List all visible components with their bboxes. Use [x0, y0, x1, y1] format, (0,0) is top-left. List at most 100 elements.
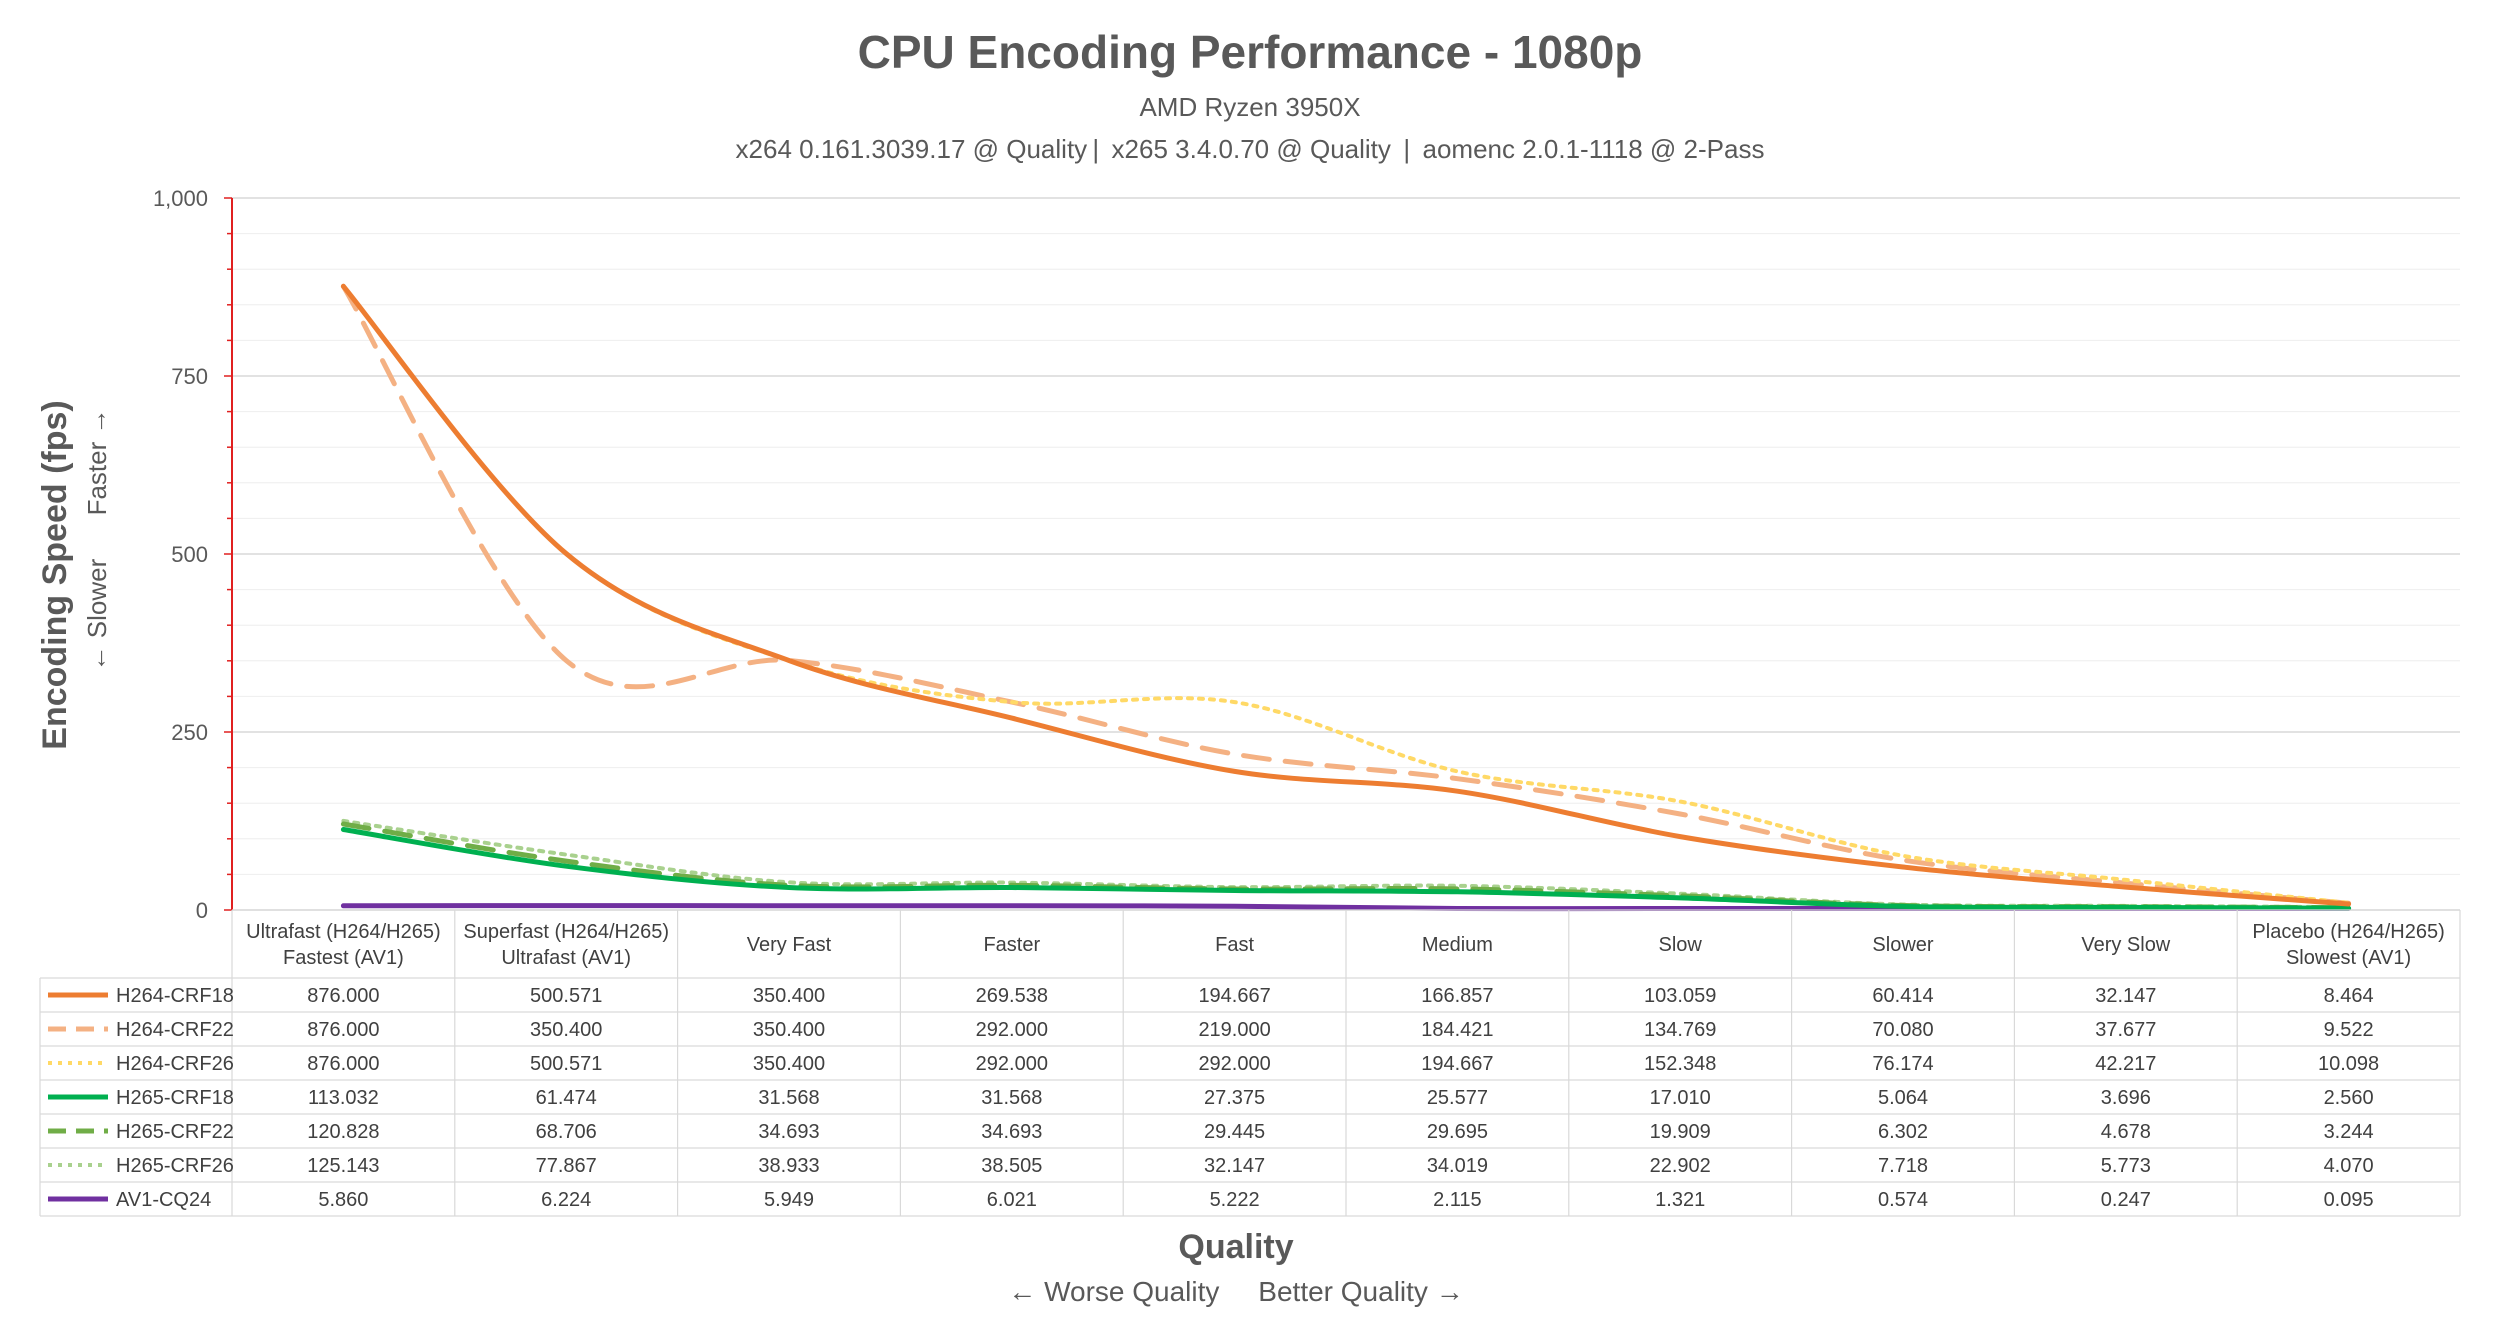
data-value: 184.421: [1421, 1019, 1493, 1041]
data-value: 29.695: [1427, 1121, 1488, 1143]
y-tick-label: 1,000: [153, 186, 208, 211]
data-value: 29.445: [1204, 1121, 1265, 1143]
category-label: Ultrafast (H264/H265): [246, 921, 441, 943]
data-value: 3.244: [2324, 1121, 2374, 1143]
series-line-h265-crf22: [340, 821, 2352, 911]
data-value: 4.070: [2324, 1155, 2374, 1177]
data-value: 32.147: [1204, 1155, 1265, 1177]
data-value: 9.522: [2324, 1019, 2374, 1041]
data-value: 1.321: [1655, 1189, 1705, 1211]
category-label: Ultrafast (AV1): [501, 947, 631, 969]
series-line-h265-crf26: [341, 818, 2351, 910]
data-value: 876.000: [307, 1019, 379, 1041]
data-value: 350.400: [753, 1053, 825, 1075]
series-name: H265-CRF22: [116, 1121, 234, 1143]
data-value: 6.224: [541, 1189, 591, 1211]
data-value: 350.400: [753, 985, 825, 1007]
series-name: H264-CRF26: [116, 1053, 234, 1075]
data-value: 292.000: [976, 1019, 1048, 1041]
data-value: 194.667: [1421, 1053, 1493, 1075]
data-value: 350.400: [753, 1019, 825, 1041]
y-tick-label: 500: [171, 542, 208, 567]
series-line-h264-crf22: [340, 283, 2352, 906]
data-value: 7.718: [1878, 1155, 1928, 1177]
category-label: Fastest (AV1): [283, 947, 404, 969]
data-value: 6.302: [1878, 1121, 1928, 1143]
data-value: 292.000: [976, 1053, 1048, 1075]
y-axis-subtitle: ← Slower Faster →: [82, 409, 112, 672]
series-line-h265-crf18: [340, 827, 2352, 911]
data-value: 876.000: [307, 985, 379, 1007]
series-name: H264-CRF22: [116, 1019, 234, 1041]
data-value: 31.568: [758, 1087, 819, 1109]
data-value: 292.000: [1198, 1053, 1270, 1075]
series-name: H265-CRF18: [116, 1087, 234, 1109]
y-tick-label: 750: [171, 364, 208, 389]
data-value: 5.773: [2101, 1155, 2151, 1177]
data-value: 34.019: [1427, 1155, 1488, 1177]
data-value: 2.560: [2324, 1087, 2374, 1109]
x-axis-subtitle: ← Worse Quality Better Quality →: [1008, 1276, 1463, 1307]
gridlines: [232, 197, 2460, 911]
data-table: Ultrafast (H264/H265) Fastest (AV1) Superf…: [39, 909, 2461, 1217]
data-value: 5.064: [1878, 1087, 1928, 1109]
data-value: 17.010: [1650, 1087, 1711, 1109]
data-value: 22.902: [1650, 1155, 1711, 1177]
data-value: 6.021: [987, 1189, 1037, 1211]
category-label: Slow: [1659, 934, 1703, 956]
data-value: 113.032: [308, 1087, 379, 1109]
data-value: 0.247: [2101, 1189, 2151, 1211]
category-label: Very Fast: [747, 934, 832, 956]
data-value: 8.464: [2324, 985, 2374, 1007]
data-value: 876.000: [307, 1053, 379, 1075]
data-value: 60.414: [1872, 985, 1933, 1007]
series-name: H265-CRF26: [116, 1155, 234, 1177]
data-value: 152.348: [1644, 1053, 1716, 1075]
category-label: Medium: [1422, 934, 1493, 956]
data-value: 77.867: [536, 1155, 597, 1177]
series-name: H264-CRF18: [116, 985, 234, 1007]
chart-subtitle-versions: x264 0.161.3039.17 @ Quality | x265 3.4.…: [736, 134, 1765, 164]
data-value: 5.860: [318, 1189, 368, 1211]
data-value: 38.933: [758, 1155, 819, 1177]
data-value: 134.769: [1644, 1019, 1716, 1041]
data-value: 5.222: [1210, 1189, 1260, 1211]
y-axis-title: Encoding Speed (fps): [36, 400, 74, 749]
series-line-h264-crf26: [341, 284, 2351, 905]
category-label: Slower: [1872, 934, 1933, 956]
data-value: 34.693: [981, 1121, 1042, 1143]
data-value: 166.857: [1421, 985, 1493, 1007]
x-axis-title: Quality: [1178, 1228, 1293, 1266]
y-tick-label: 0: [196, 898, 208, 923]
data-value: 38.505: [981, 1155, 1042, 1177]
data-value: 34.693: [758, 1121, 819, 1143]
category-label: Slowest (AV1): [2286, 947, 2411, 969]
data-value: 37.677: [2095, 1019, 2156, 1041]
data-value: 32.147: [2095, 985, 2156, 1007]
data-value: 500.571: [530, 985, 602, 1007]
data-value: 2.115: [1433, 1189, 1482, 1211]
chart-title: CPU Encoding Performance - 1080p: [858, 26, 1643, 78]
category-label: Superfast (H264/H265): [463, 921, 669, 943]
data-value: 500.571: [530, 1053, 602, 1075]
chart-subtitle: AMD Ryzen 3950X: [1139, 92, 1360, 122]
y-axis: 0 250 500 750 1,000: [153, 186, 233, 923]
series-name: AV1-CQ24: [116, 1189, 211, 1211]
series-line-h264-crf18: [340, 283, 2352, 907]
y-tick-label: 250: [171, 720, 208, 745]
plot-area: [340, 283, 2352, 912]
data-value: 61.474: [536, 1087, 597, 1109]
data-value: 120.828: [307, 1121, 379, 1143]
category-label: Very Slow: [2081, 934, 2170, 956]
data-value: 25.577: [1427, 1087, 1488, 1109]
data-value: 27.375: [1204, 1087, 1265, 1109]
data-value: 42.217: [2095, 1053, 2156, 1075]
data-value: 70.080: [1872, 1019, 1933, 1041]
data-value: 76.174: [1872, 1053, 1933, 1075]
category-label: Faster: [983, 934, 1040, 956]
data-value: 0.095: [2324, 1189, 2374, 1211]
category-label: Fast: [1215, 934, 1254, 956]
data-value: 194.667: [1198, 985, 1270, 1007]
data-value: 10.098: [2318, 1053, 2379, 1075]
